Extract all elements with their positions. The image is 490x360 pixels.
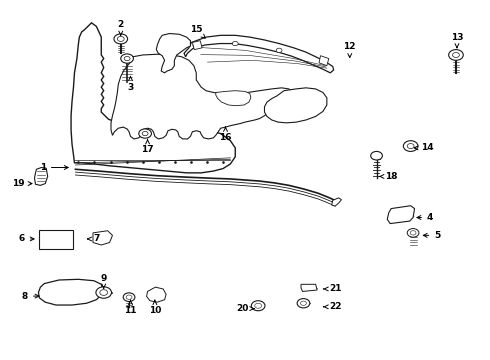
Text: 14: 14 [414, 143, 434, 152]
Circle shape [407, 144, 414, 149]
Text: 22: 22 [323, 302, 342, 311]
Circle shape [232, 41, 238, 46]
Circle shape [371, 152, 382, 160]
Polygon shape [34, 167, 48, 185]
Circle shape [121, 54, 133, 63]
Text: 21: 21 [323, 284, 342, 293]
Circle shape [100, 290, 108, 296]
Text: 19: 19 [12, 179, 32, 188]
Polygon shape [184, 35, 334, 73]
Text: 17: 17 [141, 139, 154, 154]
Text: 5: 5 [423, 231, 441, 240]
Circle shape [126, 295, 132, 299]
Circle shape [449, 50, 463, 60]
Polygon shape [156, 33, 191, 73]
Text: 20: 20 [236, 304, 254, 313]
Text: 7: 7 [87, 234, 99, 243]
Circle shape [407, 229, 419, 237]
Circle shape [142, 131, 148, 136]
Circle shape [96, 287, 112, 298]
Text: 6: 6 [19, 234, 34, 243]
Text: 13: 13 [451, 33, 463, 48]
Polygon shape [39, 230, 74, 249]
Text: 8: 8 [22, 292, 39, 301]
Text: 16: 16 [219, 127, 232, 141]
Polygon shape [193, 41, 202, 50]
Circle shape [139, 129, 151, 138]
Text: 11: 11 [124, 300, 137, 315]
Circle shape [297, 298, 310, 308]
Circle shape [453, 53, 460, 58]
Polygon shape [38, 279, 103, 305]
Circle shape [193, 43, 200, 48]
Polygon shape [265, 88, 327, 123]
Circle shape [255, 303, 262, 308]
Circle shape [114, 34, 127, 44]
Polygon shape [216, 91, 251, 106]
Polygon shape [71, 23, 235, 173]
Circle shape [276, 48, 282, 53]
Circle shape [300, 301, 306, 305]
Polygon shape [387, 206, 415, 224]
Polygon shape [93, 231, 113, 245]
Text: 9: 9 [100, 274, 107, 288]
Text: 2: 2 [118, 20, 124, 35]
Circle shape [320, 58, 327, 63]
Circle shape [403, 141, 418, 152]
Text: 3: 3 [127, 77, 134, 92]
Polygon shape [319, 56, 329, 66]
Circle shape [124, 57, 130, 61]
Text: 10: 10 [148, 300, 161, 315]
Text: 12: 12 [343, 41, 356, 58]
Circle shape [117, 36, 124, 41]
Polygon shape [301, 284, 317, 292]
Text: 15: 15 [190, 26, 205, 38]
Text: 4: 4 [417, 213, 433, 222]
Circle shape [410, 231, 416, 235]
Text: 1: 1 [40, 163, 68, 172]
Circle shape [123, 293, 135, 301]
Polygon shape [111, 54, 296, 139]
Circle shape [251, 301, 265, 311]
Text: 18: 18 [379, 172, 397, 181]
Polygon shape [147, 287, 166, 302]
Polygon shape [332, 198, 342, 206]
